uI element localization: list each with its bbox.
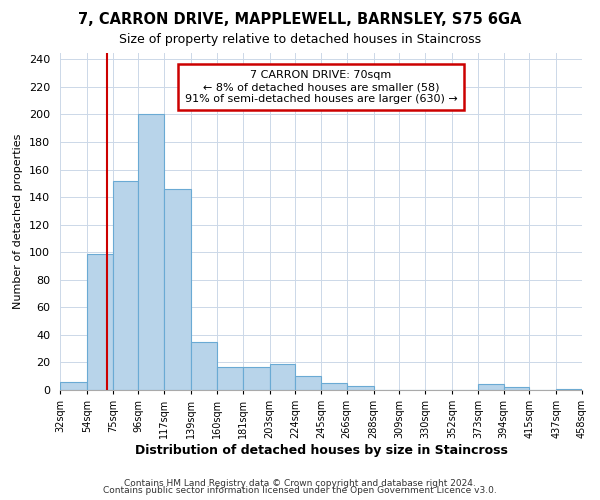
- Bar: [503, 387, 529, 390]
- Bar: [242, 366, 269, 390]
- Text: Contains public sector information licensed under the Open Government Licence v3: Contains public sector information licen…: [103, 486, 497, 495]
- Bar: [87, 254, 113, 390]
- Text: Contains HM Land Registry data © Crown copyright and database right 2024.: Contains HM Land Registry data © Crown c…: [124, 478, 476, 488]
- Bar: [321, 383, 347, 390]
- Bar: [139, 114, 164, 390]
- Text: 7, CARRON DRIVE, MAPPLEWELL, BARNSLEY, S75 6GA: 7, CARRON DRIVE, MAPPLEWELL, BARNSLEY, S…: [78, 12, 522, 28]
- Bar: [347, 386, 374, 390]
- Bar: [191, 342, 217, 390]
- Bar: [113, 180, 139, 390]
- Bar: [217, 366, 242, 390]
- Y-axis label: Number of detached properties: Number of detached properties: [13, 134, 23, 309]
- Text: 7 CARRON DRIVE: 70sqm
← 8% of detached houses are smaller (58)
91% of semi-detac: 7 CARRON DRIVE: 70sqm ← 8% of detached h…: [185, 70, 457, 104]
- Bar: [269, 364, 295, 390]
- Bar: [478, 384, 503, 390]
- Bar: [164, 189, 191, 390]
- Bar: [295, 376, 321, 390]
- Text: Size of property relative to detached houses in Staincross: Size of property relative to detached ho…: [119, 32, 481, 46]
- Bar: [556, 388, 582, 390]
- Bar: [60, 382, 87, 390]
- X-axis label: Distribution of detached houses by size in Staincross: Distribution of detached houses by size …: [134, 444, 508, 457]
